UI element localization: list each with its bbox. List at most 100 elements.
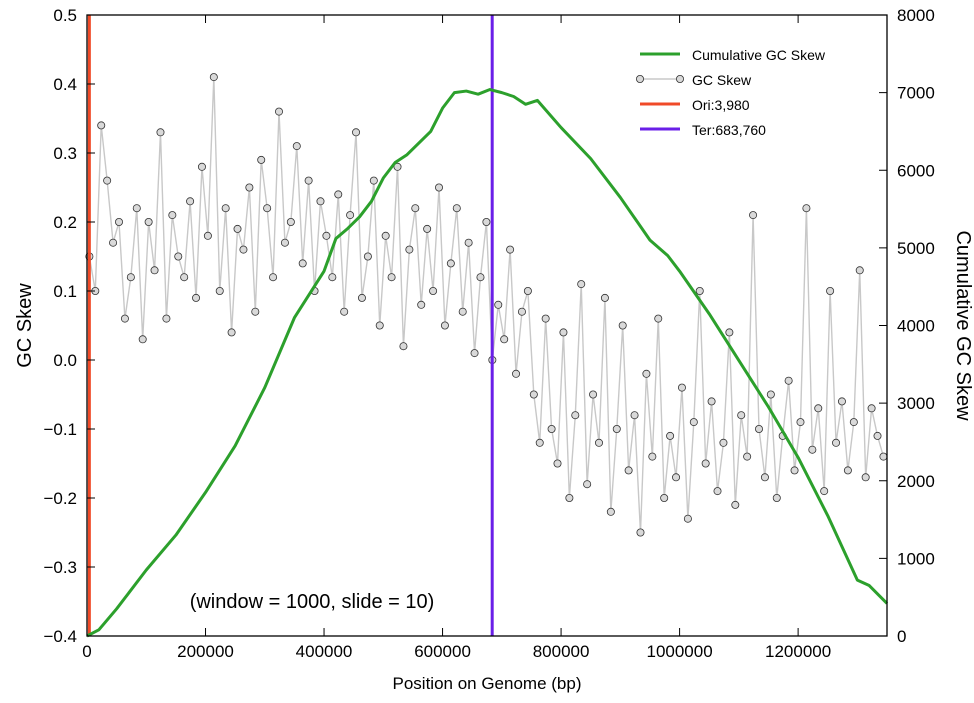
y2-tick-label: 4000 (897, 317, 935, 336)
gc-skew-point (861, 473, 870, 482)
gc-skew-point (292, 142, 301, 151)
gc-skew-point (387, 273, 396, 282)
y2-axis-label: Cumulative GC Skew (952, 230, 974, 421)
y-axis-label: GC Skew (14, 283, 36, 368)
legend-label: Ter:683,760 (692, 122, 766, 138)
gc-skew-point (97, 121, 106, 130)
gc-skew-point (381, 231, 390, 240)
y2-tick-label: 3000 (897, 394, 935, 413)
gc-skew-point (843, 466, 852, 475)
y2-tick-label: 6000 (897, 161, 935, 180)
gc-skew-point (239, 245, 248, 254)
gc-skew-point (855, 266, 864, 275)
gc-skew-point (203, 231, 212, 240)
x-tick-label: 1000000 (646, 642, 712, 661)
vertical-markers-layer (87, 15, 494, 636)
gc-skew-point (328, 273, 337, 282)
gc-skew-point (553, 459, 562, 468)
x-axis-label: Position on Genome (bp) (393, 674, 582, 693)
gc-skew-point (115, 217, 124, 226)
x-tick-label: 1200000 (765, 642, 831, 661)
y-tick-label: 0.1 (53, 282, 77, 301)
gc-skew-point (737, 411, 746, 420)
gc-skew-point (713, 487, 722, 496)
gc-skew-point (529, 390, 538, 399)
legend-label: GC Skew (692, 72, 752, 88)
y-tick-label: 0.0 (53, 351, 77, 370)
x-tick-label: 0 (82, 642, 91, 661)
gc-skew-point (245, 183, 254, 192)
cumulative-gc-skew-line (86, 88, 889, 638)
gc-skew-point (109, 238, 118, 247)
y2-tick-label: 1000 (897, 549, 935, 568)
gc-skew-point (683, 514, 692, 523)
gc-skew-point (263, 204, 272, 213)
gc-skew-point (873, 431, 882, 440)
cumulative-layer (86, 88, 889, 638)
gc-skew-point (316, 197, 325, 206)
y2-tick-label: 5000 (897, 239, 935, 258)
gc-skew-point (879, 452, 888, 461)
gc-skew-point (506, 245, 515, 254)
gc-skew-point (577, 280, 586, 289)
gc-skew-point (695, 286, 704, 295)
y-tick-label: −0.4 (43, 627, 77, 646)
gc-skew-point (346, 211, 355, 220)
x-tick-label: 600000 (414, 642, 471, 661)
gc-skew-point (612, 424, 621, 433)
gc-skew-point (280, 238, 289, 247)
gc-skew-point (512, 369, 521, 378)
gc-skew-point (595, 438, 604, 447)
plot-frame (86, 14, 888, 637)
gc-skew-point (375, 321, 384, 330)
gc-skew-point (535, 438, 544, 447)
gc-skew-point (760, 473, 769, 482)
gc-skew-point (393, 162, 402, 171)
gc-skew-point (458, 307, 467, 316)
gc-skew-point (565, 493, 574, 502)
legend-label: Cumulative GC Skew (692, 47, 826, 63)
gc-skew-point (517, 307, 526, 316)
gc-skew-point (832, 438, 841, 447)
y-tick-label: 0.2 (53, 213, 77, 232)
gc-skew-point (814, 404, 823, 413)
gc-skew-point (826, 286, 835, 295)
gc-skew-point (257, 155, 266, 164)
y-tick-label: 0.5 (53, 6, 77, 25)
gc-skew-point (618, 321, 627, 330)
gc-skew-point (411, 204, 420, 213)
gc-skew-point (624, 466, 633, 475)
gc-skew-point (636, 528, 645, 537)
legend: Cumulative GC Skew GC Skew Ori:3,980 Ter:68… (636, 47, 826, 138)
y-tick-label: −0.3 (43, 558, 77, 577)
gc-skew-point (186, 197, 195, 206)
gc-skew-point (820, 487, 829, 496)
gc-skew-point (423, 224, 432, 233)
gc-skew-point (725, 328, 734, 337)
gc-skew-point (446, 259, 455, 268)
gc-skew-point (357, 293, 366, 302)
legend-marker (636, 75, 645, 84)
y-tick-label: −0.1 (43, 420, 77, 439)
gc-skew-point (440, 321, 449, 330)
gc-skew-point (434, 183, 443, 192)
gc-skew-point (583, 480, 592, 489)
gc-skew-point (103, 176, 112, 185)
gc-skew-point (251, 307, 260, 316)
gc-skew-layer (85, 73, 888, 537)
gc-skew-point (304, 176, 313, 185)
x-tick-label: 800000 (533, 642, 590, 661)
gc-skew-point (221, 204, 230, 213)
legend-marker (676, 75, 685, 84)
gc-skew-point (589, 390, 598, 399)
gc-skew-point (197, 162, 206, 171)
gc-skew-point (743, 452, 752, 461)
gc-skew-point (606, 507, 615, 516)
gc-skew-point (417, 300, 426, 309)
x-tick-label: 200000 (177, 642, 234, 661)
gc-skew-point (648, 452, 657, 461)
gc-skew-point (168, 211, 177, 220)
gc-skew-point (363, 252, 372, 261)
gc-skew-point (559, 328, 568, 337)
